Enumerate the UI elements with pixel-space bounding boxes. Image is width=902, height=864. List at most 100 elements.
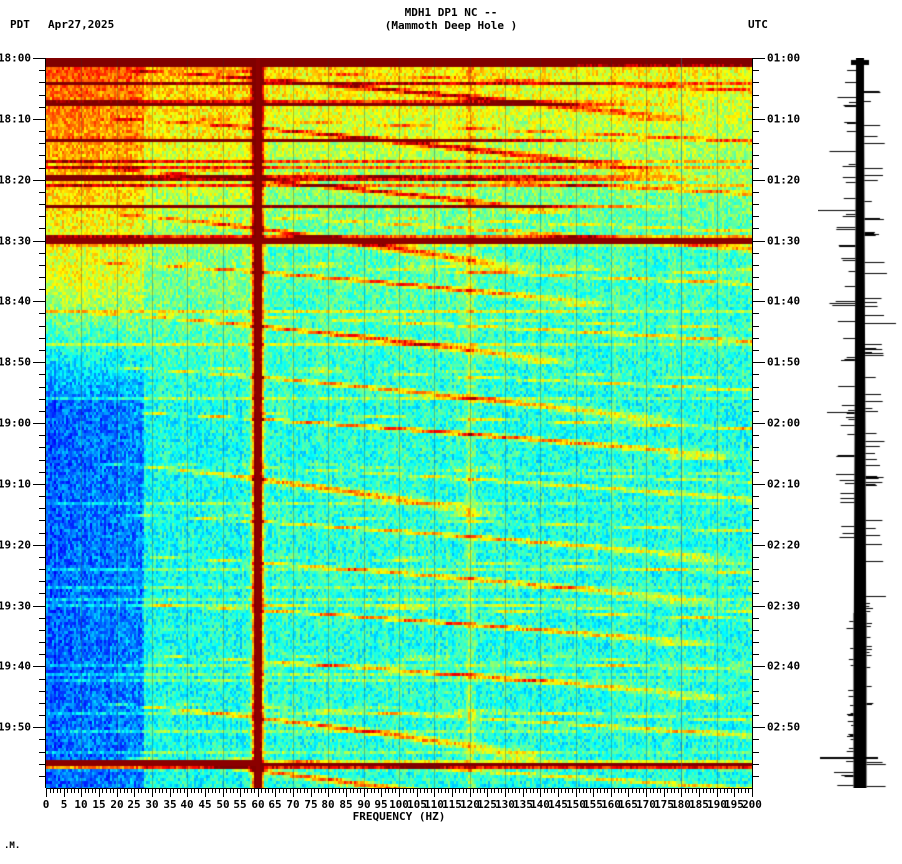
time-tick-minor [752,569,759,570]
freq-tick-major [628,788,629,797]
freq-tick-minor [350,788,351,793]
freq-tick-minor [688,788,689,793]
freq-tick-label: 60 [251,798,265,811]
freq-tick-minor [403,788,404,793]
time-tick-minor [39,399,46,400]
time-tick-major [752,727,765,728]
freq-tick-minor [74,788,75,793]
time-tick-minor [39,764,46,765]
time-tick-minor [752,715,759,716]
freq-tick-minor [572,788,573,793]
freq-tick-minor [473,788,474,793]
freq-tick-minor [191,788,192,793]
freq-tick-minor [353,788,354,793]
freq-tick-label: 115 [442,798,462,811]
freq-tick-minor [325,788,326,793]
time-tick-minor [39,338,46,339]
freq-tick-minor [321,788,322,793]
freq-tick-major [611,788,612,797]
freq-tick-minor [515,788,516,793]
freq-tick-minor [671,788,672,793]
freq-tick-minor [604,788,605,793]
freq-tick-label: 40 [180,798,194,811]
freq-tick-minor [727,788,728,793]
freq-tick-major [646,788,647,797]
freq-tick-minor [477,788,478,793]
freq-tick-major [187,788,188,797]
freq-tick-minor [678,788,679,793]
time-tick-minor [752,143,759,144]
time-tick-minor [752,703,759,704]
freq-tick-label: 125 [477,798,497,811]
time-tick-minor [39,752,46,753]
time-tick-minor [39,472,46,473]
time-tick-minor [39,679,46,680]
freq-tick-minor [92,788,93,793]
freq-tick-minor [579,788,580,793]
freq-tick-minor [512,788,513,793]
freq-tick-minor [706,788,707,793]
time-tick-minor [752,313,759,314]
time-tick-minor [39,253,46,254]
freq-tick-minor [159,788,160,793]
time-tick-minor [39,496,46,497]
time-tick-label: 18:00 [0,51,31,65]
freq-tick-major [170,788,171,797]
time-tick-major [33,484,46,485]
freq-tick-minor [685,788,686,793]
freq-tick-label: 10 [74,798,88,811]
freq-tick-minor [607,788,608,793]
freq-tick-minor [120,788,121,793]
time-tick-major [33,119,46,120]
spectrogram-plot[interactable] [46,58,752,788]
freq-tick-minor [427,788,428,793]
freq-tick-minor [614,788,615,793]
freq-tick-minor [731,788,732,793]
time-tick-minor [39,95,46,96]
freq-tick-minor [650,788,651,793]
freq-tick-label: 145 [548,798,568,811]
time-tick-minor [752,618,759,619]
freq-tick-label: 165 [618,798,638,811]
freq-tick-minor [660,788,661,793]
freq-tick-minor [590,788,591,793]
time-tick-minor [752,520,759,521]
freq-tick-label: 0 [42,798,50,811]
time-tick-major [752,606,765,607]
time-tick-minor [39,508,46,509]
freq-tick-minor [208,788,209,793]
time-tick-minor [39,131,46,132]
freq-tick-minor [124,788,125,793]
freq-tick-minor [586,788,587,793]
freq-tick-minor [459,788,460,793]
freq-tick-minor [180,788,181,793]
time-tick-label: 18:20 [0,173,31,187]
time-tick-label: 01:10 [767,112,801,126]
time-tick-minor [39,350,46,351]
freq-tick-minor [374,788,375,793]
time-tick-minor [752,350,759,351]
freq-tick-major [364,788,365,797]
freq-tick-minor [636,788,637,793]
freq-tick-major [505,788,506,797]
freq-tick-label: 95 [374,798,388,811]
time-tick-label: 02:40 [767,659,801,673]
freq-tick-minor [621,788,622,793]
time-axis-right-utc: 01:00 01:10 01:20 01:30 01:40 01:50 02:00 02:10… [752,52,812,788]
freq-tick-minor [583,788,584,793]
freq-tick-minor [78,788,79,793]
spectrogram-canvas[interactable] [46,58,752,788]
freq-tick-major [275,788,276,797]
freq-tick-minor [625,788,626,793]
freq-tick-label: 110 [424,798,444,811]
time-tick-label: 18:30 [0,234,31,248]
freq-tick-major [523,788,524,797]
time-tick-minor [752,764,759,765]
time-tick-minor [39,776,46,777]
time-tick-label: 19:30 [0,599,31,613]
station-subtitle: (Mammoth Deep Hole ) [384,19,518,32]
time-tick-minor [39,277,46,278]
freq-tick-minor [713,788,714,793]
freq-tick-label: 35 [163,798,177,811]
time-tick-major [752,484,765,485]
